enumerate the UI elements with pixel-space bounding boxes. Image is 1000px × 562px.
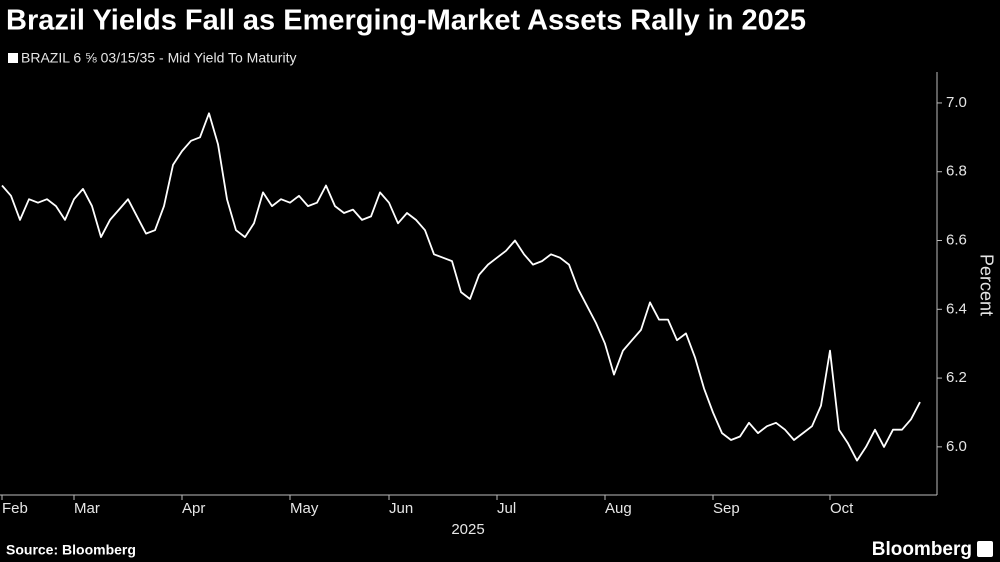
legend-label: BRAZIL 6 ⅝ 03/15/35 - Mid Yield To Matur… [21,50,296,66]
x-tick-label: Jun [389,500,413,517]
x-tick-label: Sep [713,500,740,517]
chart-title: Brazil Yields Fall as Emerging-Market As… [6,5,806,37]
legend-swatch [8,53,18,63]
y-tick-label: 7.0 [946,94,967,111]
x-tick-label: Mar [74,500,100,517]
y-axis-label: Percent [976,254,996,316]
x-axis-label: 2025 [451,521,484,538]
y-tick-label: 6.0 [946,438,967,455]
y-tick-label: 6.4 [946,300,967,317]
x-tick-label: Apr [182,500,205,517]
source: Source: Bloomberg [6,542,136,558]
x-tick-label: Feb [2,500,28,517]
y-tick-label: 6.6 [946,231,967,248]
y-tick-label: 6.8 [946,163,967,180]
x-tick-label: May [290,500,319,517]
series-line [1,112,921,462]
y-tick-label: 6.2 [946,369,967,386]
brand: Bloomberg [872,539,972,560]
x-tick-label: Jul [497,500,516,517]
brand-logo [977,541,993,557]
x-tick-label: Aug [605,500,632,517]
x-tick-label: Oct [830,500,854,517]
